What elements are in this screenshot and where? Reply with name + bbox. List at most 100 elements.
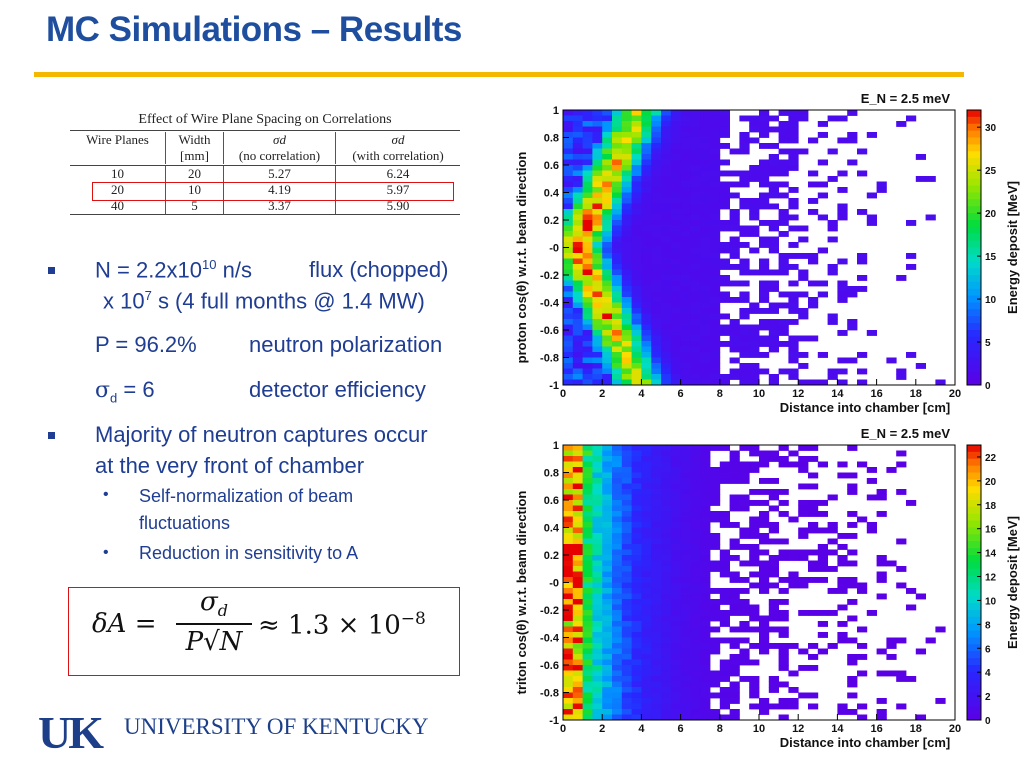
color-bar-segment — [967, 137, 981, 145]
heatmap-cell — [661, 126, 672, 133]
heatmap-cell — [729, 709, 740, 715]
heatmap-cell — [768, 187, 779, 193]
heatmap-cell — [661, 500, 672, 506]
heatmap-cell — [582, 500, 593, 506]
heatmap-cell — [592, 286, 603, 292]
heatmap-cell — [719, 132, 730, 138]
heatmap-cell — [572, 269, 583, 276]
heatmap-cell — [592, 220, 603, 226]
heatmap-cell — [690, 604, 701, 611]
heatmap-cell — [641, 121, 652, 127]
heatmap-cell — [572, 121, 583, 127]
highlight-box — [92, 182, 454, 201]
heatmap-cell — [572, 555, 583, 561]
heatmap-cell — [670, 610, 681, 616]
heatmap-cell — [582, 220, 593, 226]
heatmap-cell — [651, 137, 662, 144]
heatmap-cell — [621, 313, 632, 320]
heatmap-cell — [798, 500, 809, 506]
heatmap-cell — [710, 500, 721, 506]
heatmap-cell — [651, 132, 662, 138]
heatmap-cell — [641, 170, 652, 177]
heatmap-cell — [572, 467, 583, 473]
heatmap-cell — [592, 511, 603, 517]
heatmap-cell — [661, 445, 672, 451]
heatmap-cell — [582, 280, 593, 287]
heatmap-cell — [631, 566, 642, 572]
heatmap-cell — [857, 626, 868, 633]
heatmap-cell — [808, 198, 819, 204]
heatmap-cell — [690, 709, 701, 715]
heatmap-cell — [817, 352, 828, 358]
heatmap-cell — [690, 126, 701, 133]
heatmap-cell — [808, 209, 819, 215]
heatmap-cell — [592, 703, 603, 710]
heatmap-cell — [759, 615, 770, 622]
heatmap-cell — [563, 286, 574, 292]
y-tick-label: -0.2 — [540, 605, 559, 617]
heatmap-cell — [612, 632, 623, 638]
heatmap-cell — [710, 363, 721, 369]
heatmap-cell — [886, 357, 897, 364]
heatmap-cell — [710, 341, 721, 347]
heatmap-cell — [582, 297, 593, 303]
heatmap-cell — [572, 143, 583, 149]
heatmap-cell — [680, 302, 691, 309]
heatmap-cell — [612, 159, 623, 166]
heatmap-cell — [749, 681, 760, 688]
heatmap-cell — [719, 247, 730, 254]
heatmap-cell — [847, 291, 858, 298]
color-bar-frame — [966, 444, 982, 721]
heatmap-cell — [768, 341, 779, 347]
heatmap-cell — [788, 264, 799, 270]
heatmap-cell — [621, 522, 632, 528]
heatmap-cell — [700, 225, 711, 232]
heatmap-cell — [700, 374, 711, 380]
heatmap-cell — [572, 698, 583, 704]
heatmap-cell — [641, 335, 652, 342]
table-cell: 40 — [111, 198, 124, 213]
heatmap-cell — [621, 159, 632, 166]
heatmap-cell — [680, 209, 691, 215]
heatmap-cell — [788, 203, 799, 210]
heatmap-cell — [680, 269, 691, 276]
heatmap-cell — [710, 681, 721, 688]
heatmap-cell — [680, 137, 691, 144]
heatmap-cell — [651, 335, 662, 342]
heatmap-cell — [719, 703, 730, 710]
heatmap-cell — [788, 687, 799, 693]
heatmap-cell — [572, 709, 583, 715]
heatmap-cell — [670, 231, 681, 237]
heatmap-cell — [690, 527, 701, 534]
heatmap-cell — [582, 676, 593, 682]
color-bar-segment — [967, 226, 981, 235]
heatmap-cell — [847, 489, 858, 495]
heatmap-cell — [710, 538, 721, 545]
heatmap-cell — [661, 209, 672, 215]
heatmap-cell — [759, 478, 770, 484]
heatmap-cell — [582, 363, 593, 369]
heatmap-cell — [847, 472, 858, 479]
heatmap-cell — [700, 489, 711, 495]
color-bar-segment — [967, 206, 981, 214]
heatmap-cell — [621, 242, 632, 248]
heatmap-cell — [572, 670, 583, 677]
heatmap-cell — [857, 275, 868, 281]
color-bar — [967, 445, 981, 721]
heatmap-cell — [700, 264, 711, 270]
heatmap-cell — [729, 264, 740, 270]
color-bar-segment — [967, 692, 981, 700]
heatmap-cell — [631, 489, 642, 495]
heatmap-cell — [631, 577, 642, 583]
heatmap-cell — [768, 324, 779, 331]
color-bar-segment — [967, 357, 981, 365]
heatmap-cell — [572, 483, 583, 490]
heatmap-cell — [680, 297, 691, 303]
heatmap-cell — [719, 324, 730, 331]
heatmap-cell — [602, 242, 613, 248]
heatmap-cell — [778, 626, 789, 633]
heatmap-cell — [631, 159, 642, 166]
heatmap-cell — [710, 225, 721, 232]
heatmap-cell — [582, 148, 593, 155]
heatmap-cell — [788, 242, 799, 248]
